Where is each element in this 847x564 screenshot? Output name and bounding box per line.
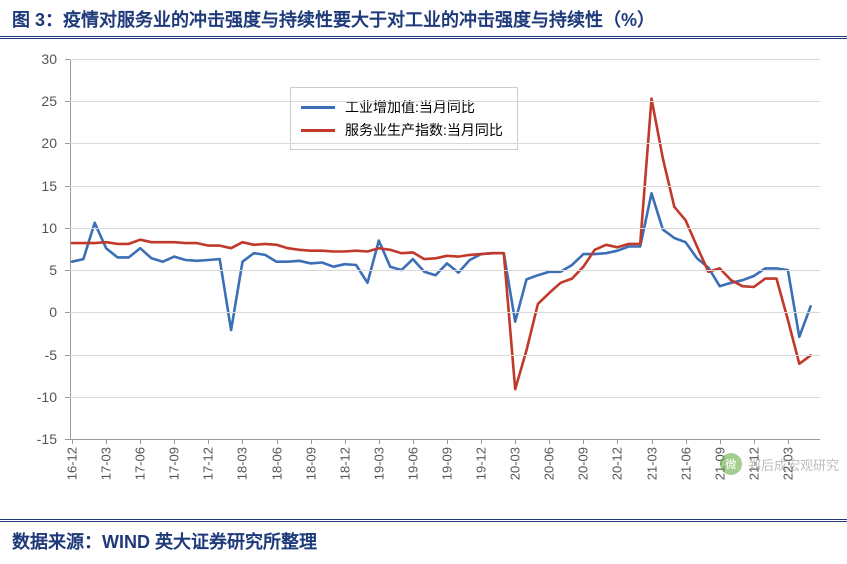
gridline <box>70 397 820 398</box>
gridline <box>70 355 820 356</box>
y-tick-label: 10 <box>41 220 57 236</box>
y-tick <box>65 101 70 102</box>
y-tick-label: -5 <box>45 347 57 363</box>
gridline <box>70 228 820 229</box>
chart-figure: 图 3：疫情对服务业的冲击强度与持续性要大于对工业的冲击强度与持续性（%） -1… <box>0 0 847 564</box>
y-tick-label: -15 <box>37 431 57 447</box>
legend-item: 服务业生产指数:当月同比 <box>301 120 503 140</box>
x-tick <box>515 439 516 444</box>
y-tick <box>65 397 70 398</box>
x-tick-label: 16-12 <box>65 447 80 480</box>
x-tick <box>72 439 73 444</box>
x-tick <box>447 439 448 444</box>
x-tick-label: 19-06 <box>405 447 420 480</box>
x-tick-label: 18-03 <box>235 447 250 480</box>
x-tick <box>413 439 414 444</box>
x-tick-label: 18-06 <box>269 447 284 480</box>
y-tick-label: 15 <box>41 178 57 194</box>
legend: 工业增加值:当月同比 服务业生产指数:当月同比 <box>290 87 518 150</box>
chart-source: 数据来源：WIND 英大证券研究所整理 <box>0 519 847 560</box>
y-tick-label: 20 <box>41 135 57 151</box>
x-tick <box>686 439 687 444</box>
gridline <box>70 312 820 313</box>
chart-title: 图 3：疫情对服务业的冲击强度与持续性要大于对工业的冲击强度与持续性（%） <box>0 0 847 39</box>
legend-label: 工业增加值:当月同比 <box>345 97 475 117</box>
x-axis: 16-1217-0317-0617-0917-1218-0318-0618-09… <box>70 439 820 509</box>
y-tick-label: 30 <box>41 51 57 67</box>
gridline <box>70 270 820 271</box>
x-tick-label: 21-03 <box>644 447 659 480</box>
x-tick <box>242 439 243 444</box>
x-tick <box>617 439 618 444</box>
x-tick-label: 21-06 <box>678 447 693 480</box>
watermark: 微 郑后成宏观研究 <box>720 453 839 475</box>
x-tick <box>277 439 278 444</box>
y-tick <box>65 143 70 144</box>
x-tick-label: 17-12 <box>201 447 216 480</box>
y-tick-label: 25 <box>41 93 57 109</box>
legend-swatch <box>301 129 335 132</box>
wechat-icon: 微 <box>720 453 742 475</box>
x-tick <box>345 439 346 444</box>
x-tick <box>652 439 653 444</box>
x-tick-label: 19-09 <box>440 447 455 480</box>
gridline <box>70 186 820 187</box>
x-tick <box>106 439 107 444</box>
y-tick <box>65 355 70 356</box>
x-tick-label: 18-09 <box>303 447 318 480</box>
x-tick <box>549 439 550 444</box>
series-line <box>72 193 811 336</box>
plot-region: -15 -10 -5 0 5 10 15 20 25 30 工业增加值:当月同比 服务业生产指数:… <box>0 39 847 519</box>
gridline <box>70 101 820 102</box>
y-tick-label: -10 <box>37 389 57 405</box>
x-tick <box>140 439 141 444</box>
plot-area: 工业增加值:当月同比 服务业生产指数:当月同比 <box>70 59 820 439</box>
y-tick <box>65 312 70 313</box>
legend-item: 工业增加值:当月同比 <box>301 97 503 117</box>
y-tick-label: 0 <box>49 304 57 320</box>
x-tick <box>481 439 482 444</box>
y-tick <box>65 59 70 60</box>
y-tick-label: 5 <box>49 262 57 278</box>
x-tick-label: 17-09 <box>167 447 182 480</box>
y-tick <box>65 186 70 187</box>
x-tick <box>583 439 584 444</box>
gridline <box>70 59 820 60</box>
y-tick <box>65 270 70 271</box>
x-tick <box>788 439 789 444</box>
x-tick <box>379 439 380 444</box>
x-tick-label: 17-03 <box>99 447 114 480</box>
x-tick-label: 20-06 <box>542 447 557 480</box>
x-tick-label: 20-09 <box>576 447 591 480</box>
x-tick <box>174 439 175 444</box>
x-tick-label: 20-12 <box>610 447 625 480</box>
y-tick <box>65 228 70 229</box>
legend-swatch <box>301 106 335 109</box>
x-tick-label: 19-12 <box>474 447 489 480</box>
x-tick-label: 19-03 <box>371 447 386 480</box>
x-tick-label: 18-12 <box>337 447 352 480</box>
x-tick <box>720 439 721 444</box>
y-axis: -15-10-5051015202530 <box>0 59 65 439</box>
x-tick <box>208 439 209 444</box>
legend-label: 服务业生产指数:当月同比 <box>345 120 503 140</box>
x-tick-label: 17-06 <box>133 447 148 480</box>
watermark-text: 郑后成宏观研究 <box>748 455 839 474</box>
x-tick <box>311 439 312 444</box>
x-tick-label: 20-03 <box>508 447 523 480</box>
x-tick <box>754 439 755 444</box>
gridline <box>70 143 820 144</box>
